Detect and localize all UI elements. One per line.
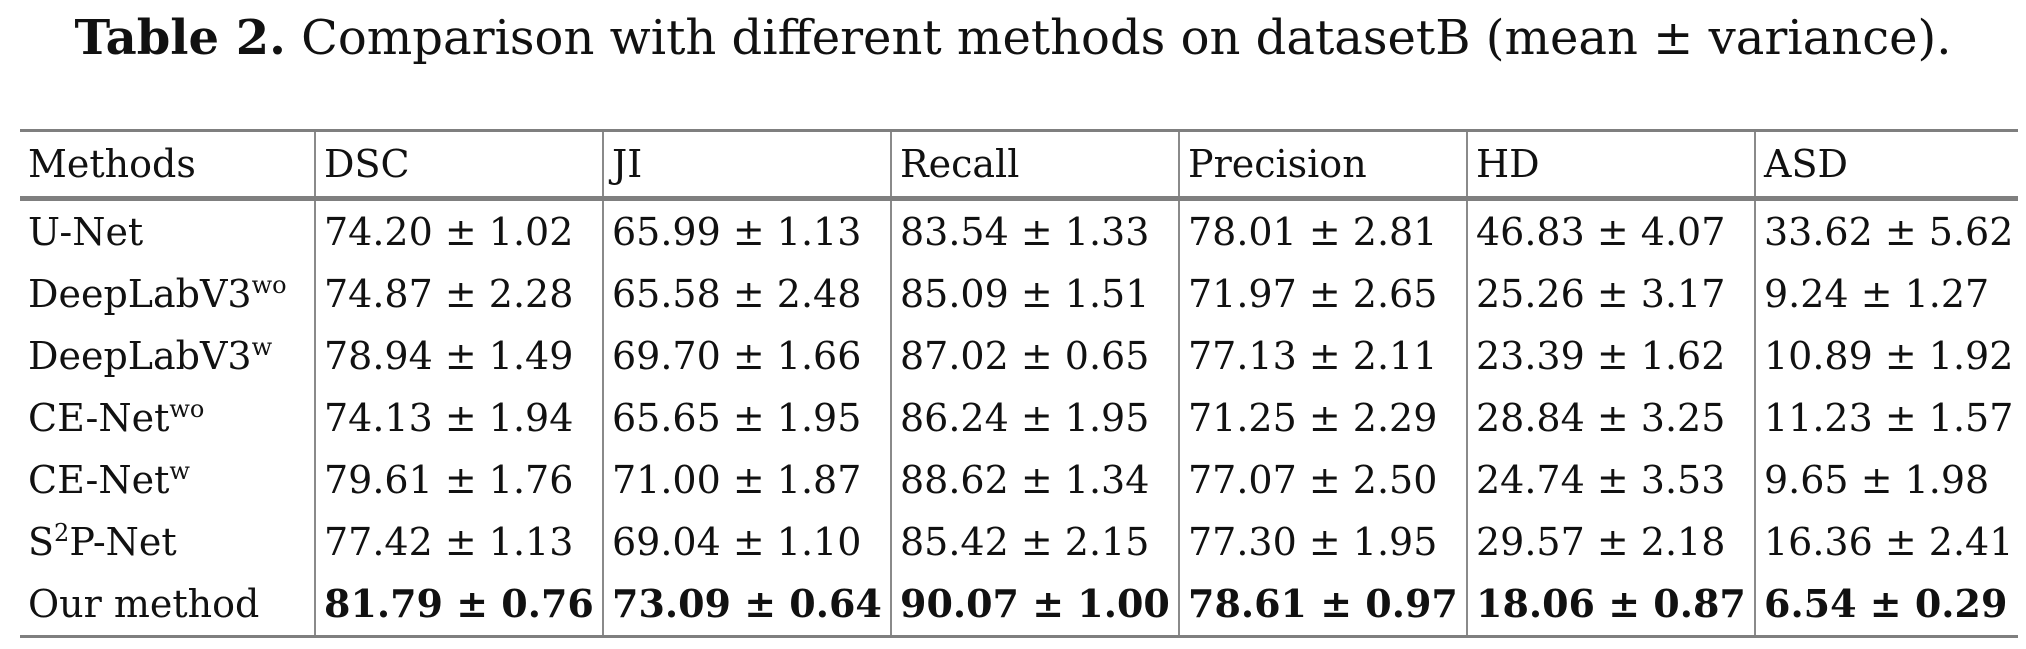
method-name: U-Net [28, 210, 144, 254]
dsc-cell: 77.42 ± 1.13 [314, 511, 603, 573]
column-header-methods: Methods [20, 130, 315, 201]
dsc-cell: 74.13 ± 1.94 [314, 387, 603, 449]
ji-cell: 65.58 ± 2.48 [602, 263, 891, 325]
precision-cell: 77.07 ± 2.50 [1178, 449, 1467, 511]
dsc-cell: 78.94 ± 1.49 [314, 325, 603, 387]
recall-cell: 90.07 ± 1.00 [890, 573, 1179, 638]
method-name: CE-Net [28, 458, 170, 502]
method-name: CE-Net [28, 396, 170, 440]
method-name: Our method [28, 582, 260, 626]
table-row: U-Net 74.20 ± 1.02 65.99 ± 1.13 83.54 ± … [20, 198, 2018, 264]
table-row: DeepLabV3wo 74.87 ± 2.28 65.58 ± 2.48 85… [20, 263, 2018, 325]
column-header-ji: JI [602, 130, 891, 201]
hd-cell: 24.74 ± 3.53 [1466, 449, 1755, 511]
hd-cell: 23.39 ± 1.62 [1466, 325, 1755, 387]
method-cell: CE-Netwo [20, 387, 315, 449]
column-header-precision: Precision [1178, 130, 1467, 201]
method-cell: U-Net [20, 199, 315, 264]
dsc-cell: 74.87 ± 2.28 [314, 263, 603, 325]
method-name: DeepLabV3 [28, 272, 252, 316]
method-cell: S2P-Net [20, 511, 315, 573]
recall-cell: 85.09 ± 1.51 [890, 263, 1179, 325]
asd-cell: 10.89 ± 1.92 [1754, 325, 2018, 387]
asd-cell: 16.36 ± 2.41 [1754, 511, 2018, 573]
method-cell: DeepLabV3w [20, 325, 315, 387]
results-table: Methods DSC JI Recall Precision HD ASD U… [20, 129, 2018, 638]
recall-cell: 83.54 ± 1.33 [890, 198, 1179, 263]
precision-cell: 78.01 ± 2.81 [1178, 198, 1467, 263]
dsc-cell: 74.20 ± 1.02 [314, 198, 603, 263]
ji-cell: 71.00 ± 1.87 [602, 449, 891, 511]
hd-cell: 18.06 ± 0.87 [1466, 573, 1755, 638]
method-cell: DeepLabV3wo [20, 263, 315, 325]
hd-cell: 28.84 ± 3.25 [1466, 387, 1755, 449]
method-cell: CE-Netw [20, 449, 315, 511]
method-superscript: w [169, 457, 190, 485]
method-superscript: w [251, 333, 273, 361]
hd-cell: 29.57 ± 2.18 [1466, 511, 1755, 573]
asd-cell: 6.54 ± 0.29 [1754, 573, 2018, 638]
recall-cell: 86.24 ± 1.95 [890, 387, 1179, 449]
recall-cell: 85.42 ± 2.15 [890, 511, 1179, 573]
recall-cell: 88.62 ± 1.34 [890, 449, 1179, 511]
caption-text: Comparison with different methods on dat… [301, 10, 1952, 66]
header-row: Methods DSC JI Recall Precision HD ASD [20, 130, 2018, 201]
precision-cell: 77.30 ± 1.95 [1178, 511, 1467, 573]
method-name: P-Net [69, 520, 177, 564]
precision-cell: 78.61 ± 0.97 [1178, 573, 1467, 638]
dsc-cell: 81.79 ± 0.76 [314, 573, 603, 638]
method-cell: Our method [20, 573, 315, 638]
method-name: DeepLabV3 [28, 334, 252, 378]
precision-cell: 71.25 ± 2.29 [1178, 387, 1467, 449]
hd-cell: 46.83 ± 4.07 [1466, 198, 1755, 263]
asd-cell: 9.65 ± 1.98 [1754, 449, 2018, 511]
table-caption: Table 2. Comparison with different metho… [0, 8, 2026, 68]
hd-cell: 25.26 ± 3.17 [1466, 263, 1755, 325]
table-row: DeepLabV3w 78.94 ± 1.49 69.70 ± 1.66 87.… [20, 325, 2018, 387]
precision-cell: 77.13 ± 2.11 [1178, 325, 1467, 387]
ji-cell: 65.99 ± 1.13 [602, 198, 891, 263]
column-header-hd: HD [1466, 130, 1755, 201]
ji-cell: 73.09 ± 0.64 [602, 573, 891, 638]
ji-cell: 69.04 ± 1.10 [602, 511, 891, 573]
recall-cell: 87.02 ± 0.65 [890, 325, 1179, 387]
method-prefix-superscript: 2 [54, 519, 70, 547]
ji-cell: 69.70 ± 1.66 [602, 325, 891, 387]
asd-cell: 9.24 ± 1.27 [1754, 263, 2018, 325]
column-header-recall: Recall [890, 130, 1179, 201]
method-superscript: wo [169, 395, 205, 423]
column-header-asd: ASD [1754, 130, 2018, 201]
caption-label: Table 2. [74, 10, 286, 66]
precision-cell: 71.97 ± 2.65 [1178, 263, 1467, 325]
ji-cell: 65.65 ± 1.95 [602, 387, 891, 449]
table-row: CE-Netwo 74.13 ± 1.94 65.65 ± 1.95 86.24… [20, 387, 2018, 449]
dsc-cell: 79.61 ± 1.76 [314, 449, 603, 511]
asd-cell: 11.23 ± 1.57 [1754, 387, 2018, 449]
method-superscript: wo [251, 271, 287, 299]
table-row-best: Our method 81.79 ± 0.76 73.09 ± 0.64 90.… [20, 573, 2018, 638]
table-row: CE-Netw 79.61 ± 1.76 71.00 ± 1.87 88.62 … [20, 449, 2018, 511]
method-name-prefix: S [28, 520, 55, 564]
table-row: S2P-Net 77.42 ± 1.13 69.04 ± 1.10 85.42 … [20, 511, 2018, 573]
asd-cell: 33.62 ± 5.62 [1754, 198, 2018, 263]
column-header-dsc: DSC [314, 130, 603, 201]
